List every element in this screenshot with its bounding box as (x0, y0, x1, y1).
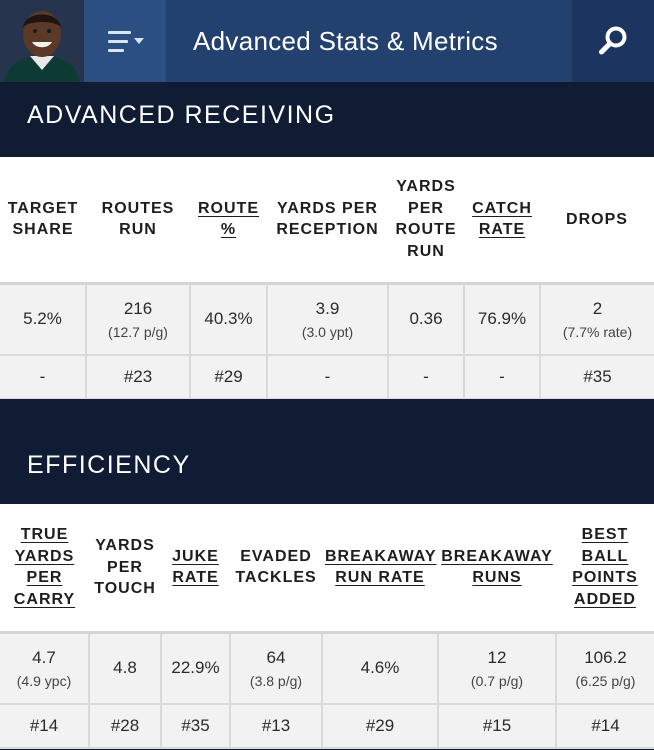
column-catch-rate[interactable]: CATCH RATE (464, 157, 540, 285)
section-header-efficiency: EFFICIENCY (0, 399, 654, 504)
value-cell: 22.9% (161, 632, 231, 705)
rank-cell: #35 (540, 355, 654, 400)
value-cell: 5.2% (0, 283, 87, 356)
section-title-receiving: ADVANCED RECEIVING (27, 101, 336, 129)
receiving-header-row: TARGET SHARE ROUTES RUN ROUTE % YARDS PE… (0, 157, 654, 285)
search-icon (599, 26, 627, 55)
rank-cell: #35 (161, 704, 231, 749)
value-cell: 76.9% (464, 283, 541, 356)
value-cell: 106.2 (6.25 p/g) (556, 632, 654, 705)
value-cell: 2 (7.7% rate) (540, 283, 654, 356)
table-row: 4.7 (4.9 ypc) 4.8 22.9% 64 (3.8 p/g) 4.6% … (0, 632, 654, 705)
menu-button[interactable] (84, 0, 166, 82)
page-title: Advanced Stats & Metrics (193, 26, 498, 56)
column-best-ball-points-added[interactable]: BEST BALL POINTS ADDED (556, 504, 654, 634)
column-drops: DROPS (540, 157, 654, 285)
top-bar: Advanced Stats & Metrics (0, 0, 654, 82)
column-yards-per-touch: YARDS PER TOUCH (89, 504, 161, 634)
column-yards-per-route-run: YARDS PER ROUTE RUN (388, 157, 464, 285)
rank-cell: - (388, 355, 465, 400)
player-photo (0, 0, 84, 82)
search-button[interactable] (572, 0, 654, 82)
value-cell: 0.36 (388, 283, 465, 356)
value-cell: 4.6% (322, 632, 439, 705)
efficiency-table: TRUE YARDS PER CARRY YARDS PER TOUCH JUK… (0, 504, 654, 749)
value-cell: 12 (0.7 p/g) (438, 632, 557, 705)
column-target-share: TARGET SHARE (0, 157, 86, 285)
rank-cell: #14 (0, 704, 90, 749)
column-juke-rate[interactable]: JUKE RATE (161, 504, 230, 634)
value-cell: 3.9 (3.0 ypt) (267, 283, 389, 356)
column-routes-run: ROUTES RUN (86, 157, 190, 285)
rank-cell: #14 (556, 704, 654, 749)
rank-cell: #15 (438, 704, 557, 749)
rank-cell: #28 (89, 704, 162, 749)
rank-cell: - (267, 355, 389, 400)
column-true-yards-per-carry[interactable]: TRUE YARDS PER CARRY (0, 504, 89, 634)
rank-cell: #13 (230, 704, 323, 749)
column-breakaway-run-rate[interactable]: BREAKAWAY RUN RATE (322, 504, 438, 634)
column-route-pct[interactable]: ROUTE % (190, 157, 267, 285)
rank-cell: #23 (86, 355, 191, 400)
rank-cell: #29 (322, 704, 439, 749)
receiving-table: TARGET SHARE ROUTES RUN ROUTE % YARDS PE… (0, 157, 654, 400)
value-cell: 4.8 (89, 632, 162, 705)
column-breakaway-runs[interactable]: BREAKAWAY RUNS (438, 504, 556, 634)
efficiency-header-row: TRUE YARDS PER CARRY YARDS PER TOUCH JUK… (0, 504, 654, 634)
value-cell: 40.3% (190, 283, 268, 356)
rank-cell: - (0, 355, 87, 400)
value-cell: 64 (3.8 p/g) (230, 632, 323, 705)
rank-cell: - (464, 355, 541, 400)
column-yards-per-reception: YARDS PER RECEPTION (267, 157, 388, 285)
value-cell: 216 (12.7 p/g) (86, 283, 191, 356)
table-row: #14 #28 #35 #13 #29 #15 #14 (0, 704, 654, 749)
rank-cell: #29 (190, 355, 268, 400)
player-avatar[interactable] (0, 0, 84, 82)
section-header-receiving: ADVANCED RECEIVING (0, 82, 654, 157)
table-row: - #23 #29 - - - #35 (0, 355, 654, 400)
value-cell: 4.7 (4.9 ypc) (0, 632, 90, 705)
column-evaded-tackles: EVADED TACKLES (230, 504, 322, 634)
section-title-efficiency: EFFICIENCY (27, 451, 191, 479)
table-row: 5.2% 216 (12.7 p/g) 40.3% 3.9 (3.0 ypt) 0.… (0, 283, 654, 356)
